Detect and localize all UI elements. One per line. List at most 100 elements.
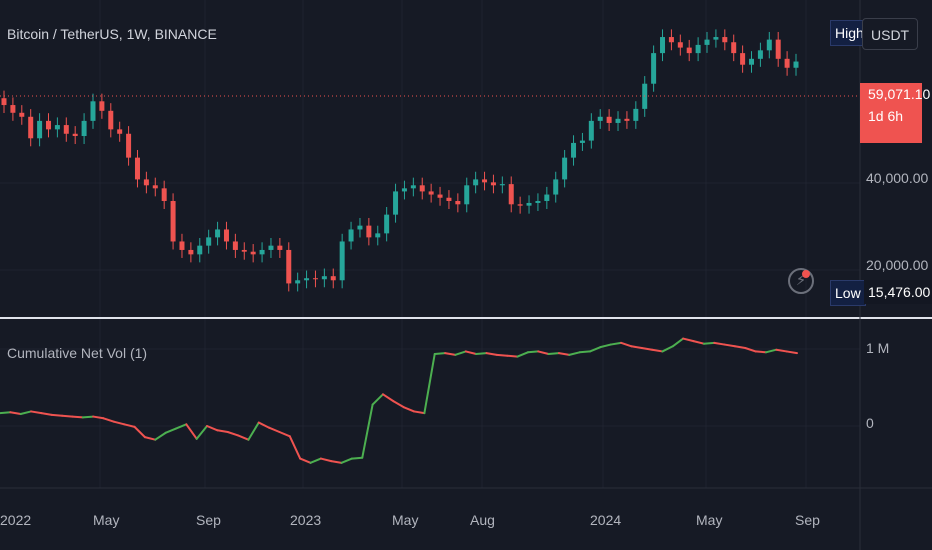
indicator-segment [92, 415, 105, 420]
lightning-icon[interactable]: ⚡ [788, 268, 814, 294]
indicator-segment [381, 393, 395, 403]
candle-body [473, 179, 479, 186]
candle-body [713, 37, 719, 40]
candle-body [259, 249, 265, 255]
candle-body [99, 101, 105, 111]
indicator-segment [330, 460, 343, 464]
candle-body [784, 58, 790, 68]
price-tick-20000: 20,000.00 [866, 257, 929, 273]
candle-body [606, 116, 612, 123]
candle-body [526, 202, 532, 206]
notification-dot [802, 270, 810, 278]
candle-body [464, 185, 470, 205]
candle-body [366, 225, 372, 238]
time-label-2023: 2023 [290, 512, 322, 528]
candle-body [37, 120, 43, 139]
candle-body [161, 188, 167, 201]
candle-body [490, 182, 496, 186]
candle-body [108, 110, 114, 130]
candle-body [757, 50, 763, 59]
candle-body [295, 280, 301, 284]
indicator-segment [495, 353, 509, 357]
cumulative-net-vol-line [0, 337, 798, 464]
candle-body [660, 37, 666, 54]
candle-body [624, 118, 630, 121]
candle-body [81, 120, 87, 137]
candle-body [19, 112, 25, 117]
candle-body [223, 229, 229, 242]
candle-body [250, 251, 256, 255]
indicator-segment [30, 410, 43, 415]
candle-body [588, 120, 594, 141]
candle-body [312, 278, 318, 280]
indicator-segment [775, 348, 788, 353]
candle-body [419, 185, 425, 192]
indicator-segment [475, 352, 488, 355]
indicator-segment [257, 421, 271, 429]
price-tick-40000: 40,000.00 [866, 170, 929, 186]
candle-body [401, 188, 407, 192]
candle-body [579, 140, 585, 143]
low-value: 15,476.00 [864, 280, 932, 304]
indicator-segment [702, 341, 716, 345]
indicator-segment [237, 434, 250, 441]
time-label-may: May [93, 512, 120, 528]
candle-body [499, 184, 505, 186]
indicator-segment [764, 348, 778, 354]
indicator-segment [464, 350, 478, 355]
candle-body [197, 245, 203, 255]
candle-body [277, 245, 283, 250]
currency-button[interactable]: USDT [862, 18, 918, 50]
indicator-title[interactable]: Cumulative Net Vol (1) [7, 345, 148, 361]
candle-body [535, 200, 541, 203]
candle-body [215, 229, 221, 238]
candle-body [428, 191, 434, 195]
indicator-segment [485, 352, 498, 356]
candle-body [731, 42, 737, 54]
candle-body [571, 142, 577, 158]
candle-body [179, 241, 185, 250]
grid-lines [0, 0, 860, 488]
candle-body [437, 194, 443, 198]
indicator-segment [454, 350, 467, 356]
chart-title: Bitcoin / TetherUS, 1W, BINANCE [7, 26, 217, 42]
time-label-may: May [392, 512, 419, 528]
candle-body [544, 194, 550, 201]
indicator-segment [61, 414, 74, 418]
indicator-segment [733, 345, 747, 349]
candle-body [28, 116, 34, 139]
candle-body [348, 229, 354, 242]
candle-body [384, 214, 390, 234]
indicator-segment [557, 352, 571, 356]
indicator-segment [361, 403, 374, 459]
candle-body [152, 185, 158, 189]
indicator-segment [0, 411, 12, 415]
candle-body [615, 118, 621, 123]
candle-body [1, 98, 7, 106]
candle-body [517, 204, 523, 206]
candle-body [330, 276, 336, 281]
candle-body [90, 101, 96, 121]
indicator-segment [671, 337, 685, 348]
candle-body [304, 278, 310, 281]
indicator-segment [226, 431, 240, 437]
indicator-segment [413, 410, 426, 415]
indicator-tick-0: 0 [866, 415, 874, 431]
indicator-segment [692, 340, 705, 345]
indicator-segment [340, 457, 353, 464]
candle-body [72, 133, 78, 137]
candle-body [482, 179, 488, 183]
indicator-segment [744, 347, 757, 353]
indicator-segment [444, 352, 457, 356]
indicator-segment [371, 393, 384, 406]
indicator-segment [599, 343, 612, 349]
candle-body [704, 39, 710, 45]
indicator-segment [206, 425, 219, 432]
low-label: Low [830, 280, 866, 306]
candle-body [63, 125, 69, 134]
candle-body [651, 53, 657, 84]
indicator-segment [174, 423, 188, 430]
candle-body [668, 37, 674, 43]
indicator-segment [123, 423, 136, 428]
